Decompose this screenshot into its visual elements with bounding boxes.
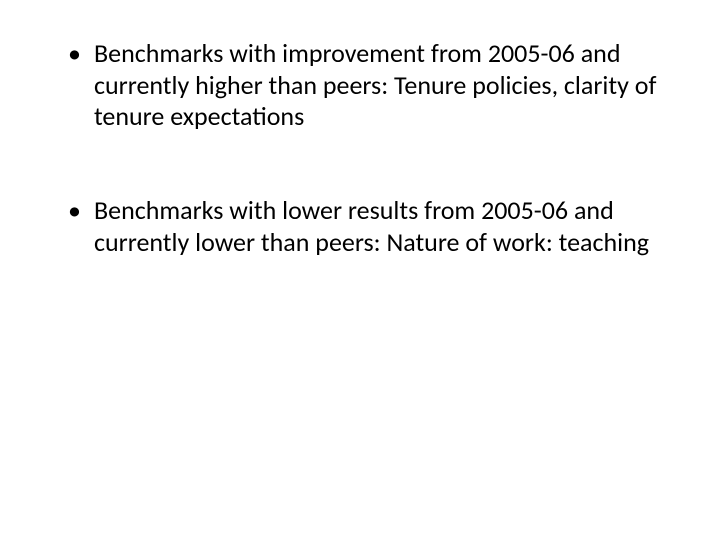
bullet-text: Benchmarks with improvement from 2005-06…: [94, 37, 656, 132]
list-item: Benchmarks with improvement from 2005-06…: [60, 38, 660, 133]
bullet-list: Benchmarks with improvement from 2005-06…: [60, 38, 660, 259]
slide-content: Benchmarks with improvement from 2005-06…: [0, 0, 720, 259]
bullet-text: Benchmarks with lower results from 2005-…: [94, 194, 649, 258]
list-item: Benchmarks with lower results from 2005-…: [60, 195, 660, 258]
